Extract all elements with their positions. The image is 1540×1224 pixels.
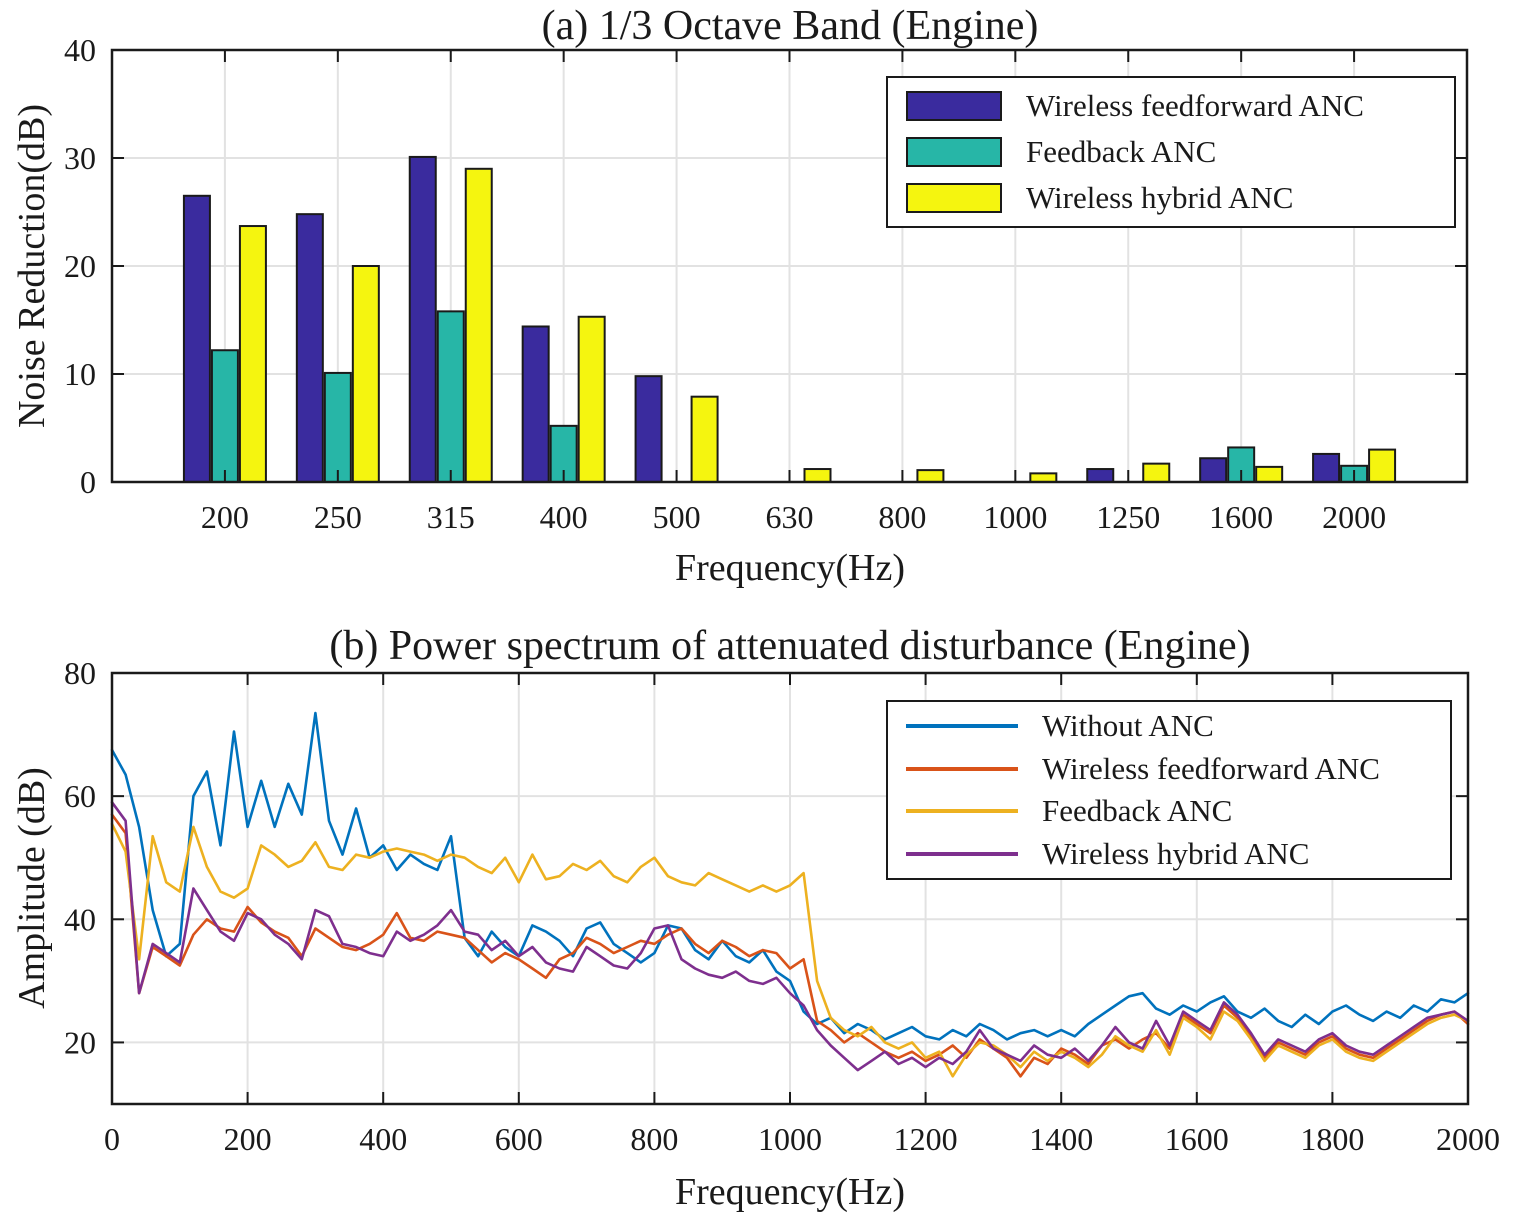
x-tick-label: 200 (201, 499, 249, 535)
bar (295, 213, 324, 483)
y-tick-label: 60 (64, 778, 96, 814)
legend-label: Feedback ANC (1042, 793, 1233, 829)
bar (238, 225, 267, 483)
y-tick-label: 30 (64, 140, 96, 176)
x-tick-label: 2000 (1436, 1121, 1500, 1157)
bar (351, 265, 380, 483)
x-tick-label: 800 (878, 499, 926, 535)
x-tick-label: 315 (427, 499, 475, 535)
legend-label: Without ANC (1042, 708, 1214, 744)
legend-label: Wireless feedforward ANC (1042, 750, 1380, 786)
x-tick-label: 1250 (1096, 499, 1160, 535)
chart-b-xlabel: Frequency(Hz) (674, 1171, 905, 1213)
power-spectrum-line-chart: 20 40 60 80 0 200 400 600 800 1000 1200 1400 1600 180… (0, 612, 1540, 1224)
chart-a-ylabel: Noise Reduction(dB) (11, 103, 53, 429)
legend-swatch (906, 851, 1018, 856)
x-tick-label: 1200 (894, 1121, 958, 1157)
bar (1199, 457, 1228, 483)
bar (1368, 448, 1397, 484)
bar (690, 395, 719, 483)
chart-b-ylabel: Amplitude (dB) (11, 767, 53, 1009)
x-tick-label: 400 (359, 1121, 407, 1157)
bar (1029, 472, 1058, 483)
legend-entry: Feedback ANC (906, 134, 1454, 170)
x-tick-label: 1000 (758, 1121, 822, 1157)
series-line (110, 711, 1470, 1041)
legend-swatch (906, 724, 1018, 729)
y-tick-label: 40 (64, 32, 96, 68)
y-tick-label: 0 (80, 464, 96, 500)
x-tick-label: 200 (224, 1121, 272, 1157)
x-tick-label: 400 (540, 499, 588, 535)
x-tick-label: 2000 (1322, 499, 1386, 535)
x-tick-label: 1600 (1209, 499, 1273, 535)
y-tick-label: 40 (64, 901, 96, 937)
chart-a-legend: Wireless feedforward ANC Feedback ANC Wire… (886, 76, 1456, 228)
legend-entry: Wireless feedforward ANC (906, 751, 1450, 787)
bar (521, 325, 550, 484)
y-tick-label: 80 (64, 655, 96, 691)
x-tick-label: 250 (314, 499, 362, 535)
chart-a-xlabel: Frequency(Hz) (674, 547, 905, 589)
x-tick-label: 0 (104, 1121, 120, 1157)
bar (323, 371, 352, 484)
chart-b-legend: Without ANC Wireless feedforward ANC Feedb… (886, 700, 1452, 880)
bar (1086, 468, 1115, 484)
y-tick-label: 10 (64, 356, 96, 392)
x-tick-label: 600 (495, 1121, 543, 1157)
legend-swatch (906, 183, 1002, 213)
series-line (110, 801, 1470, 1072)
bar (408, 155, 437, 483)
series-line (110, 813, 1470, 1078)
legend-swatch (906, 137, 1002, 167)
bar (803, 468, 832, 484)
legend-label: Wireless hybrid ANC (1042, 835, 1310, 871)
legend-entry: Wireless hybrid ANC (906, 180, 1454, 216)
legend-swatch (906, 91, 1002, 121)
legend-entry: Wireless feedforward ANC (906, 88, 1454, 124)
x-tick-label: 1800 (1300, 1121, 1364, 1157)
legend-label: Wireless feedforward ANC (1026, 88, 1364, 123)
bar (577, 315, 606, 484)
x-tick-label: 1400 (1029, 1121, 1093, 1157)
bar (1142, 462, 1171, 484)
axis-frame (110, 671, 1470, 1106)
axis-frame (110, 48, 1469, 484)
legend-entry: Feedback ANC (906, 793, 1450, 829)
bar (182, 194, 211, 484)
bar-chart-plot-area: 0 10 20 30 40 200 250 315 400 500 630 800 1000 1250 16… (64, 32, 1469, 535)
legend-entry: Without ANC (906, 708, 1450, 744)
bar (210, 349, 239, 483)
bar (1312, 452, 1341, 484)
x-tick-label: 1000 (983, 499, 1047, 535)
bar (634, 375, 663, 483)
bar (464, 167, 493, 484)
chart-a-title: (a) 1/3 Octave Band (Engine) (541, 3, 1039, 49)
octave-band-bar-chart: 0 10 20 30 40 200 250 315 400 500 630 800 1000 1250 16… (11, 3, 1469, 589)
series-line (110, 822, 1470, 1078)
legend-swatch (906, 766, 1018, 771)
y-tick-label: 20 (64, 1024, 96, 1060)
legend-label: Feedback ANC (1026, 134, 1217, 169)
bar (436, 310, 465, 483)
legend-swatch (906, 809, 1018, 814)
x-tick-label: 500 (653, 499, 701, 535)
chart-b-title: (b) Power spectrum of attenuated disturb… (329, 623, 1251, 669)
x-tick-label: 1600 (1165, 1121, 1229, 1157)
bar (1255, 465, 1284, 484)
legend-label: Wireless hybrid ANC (1026, 180, 1294, 215)
legend-entry: Wireless hybrid ANC (906, 836, 1450, 872)
x-tick-label: 800 (630, 1121, 678, 1157)
x-tick-label: 630 (766, 499, 814, 535)
y-tick-label: 20 (64, 248, 96, 284)
bar (916, 469, 945, 483)
